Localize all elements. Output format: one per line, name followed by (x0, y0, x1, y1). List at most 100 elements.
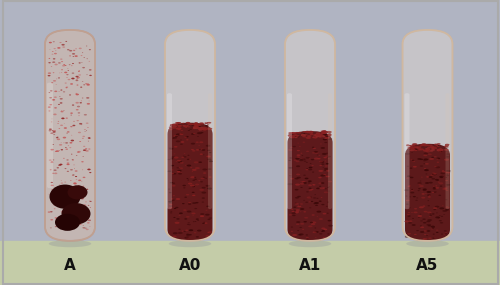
Ellipse shape (59, 150, 60, 151)
Ellipse shape (310, 189, 314, 190)
Ellipse shape (302, 131, 306, 133)
Ellipse shape (51, 121, 52, 122)
Ellipse shape (85, 83, 87, 84)
Ellipse shape (426, 176, 430, 178)
Ellipse shape (186, 216, 190, 218)
FancyBboxPatch shape (47, 83, 53, 188)
Ellipse shape (414, 146, 418, 148)
Ellipse shape (173, 137, 177, 139)
Ellipse shape (288, 133, 292, 135)
Ellipse shape (174, 217, 176, 218)
Ellipse shape (422, 205, 426, 207)
Ellipse shape (294, 159, 298, 161)
Ellipse shape (70, 180, 71, 181)
Ellipse shape (172, 195, 175, 196)
Ellipse shape (326, 206, 328, 207)
Ellipse shape (420, 159, 423, 160)
Ellipse shape (172, 185, 176, 187)
Ellipse shape (432, 148, 434, 150)
Text: A: A (64, 258, 76, 272)
Ellipse shape (56, 139, 60, 140)
Ellipse shape (79, 217, 82, 219)
Ellipse shape (170, 158, 173, 159)
Ellipse shape (417, 147, 419, 148)
Ellipse shape (304, 211, 306, 212)
Ellipse shape (409, 150, 412, 151)
Ellipse shape (66, 87, 68, 88)
Ellipse shape (300, 187, 302, 188)
Ellipse shape (208, 219, 210, 220)
Ellipse shape (83, 146, 86, 147)
Ellipse shape (308, 201, 311, 202)
Ellipse shape (74, 50, 75, 51)
Ellipse shape (176, 161, 177, 162)
Ellipse shape (430, 174, 434, 176)
Ellipse shape (311, 201, 314, 202)
Ellipse shape (54, 172, 58, 174)
Ellipse shape (59, 206, 62, 207)
Ellipse shape (199, 129, 202, 131)
Ellipse shape (428, 146, 432, 148)
Ellipse shape (428, 182, 433, 184)
Ellipse shape (445, 232, 447, 233)
Ellipse shape (316, 211, 322, 213)
Ellipse shape (427, 219, 432, 221)
Ellipse shape (178, 129, 180, 130)
Ellipse shape (436, 145, 439, 146)
Ellipse shape (62, 218, 64, 219)
Ellipse shape (446, 172, 450, 174)
Ellipse shape (324, 132, 328, 134)
Ellipse shape (445, 209, 449, 211)
Ellipse shape (196, 236, 199, 238)
Ellipse shape (324, 142, 328, 143)
Ellipse shape (319, 218, 323, 220)
Ellipse shape (327, 134, 332, 136)
Ellipse shape (428, 237, 432, 239)
Ellipse shape (290, 209, 294, 210)
Ellipse shape (441, 234, 443, 235)
Ellipse shape (422, 191, 423, 192)
Ellipse shape (297, 196, 301, 197)
Ellipse shape (200, 129, 202, 130)
Ellipse shape (200, 132, 203, 133)
Ellipse shape (308, 158, 310, 159)
Ellipse shape (412, 161, 416, 162)
Ellipse shape (194, 125, 198, 127)
Ellipse shape (300, 203, 303, 205)
Ellipse shape (202, 149, 205, 151)
Ellipse shape (195, 167, 200, 169)
Ellipse shape (206, 185, 210, 187)
Ellipse shape (48, 92, 50, 93)
Ellipse shape (314, 138, 317, 139)
Ellipse shape (306, 168, 308, 169)
Ellipse shape (446, 152, 447, 153)
Ellipse shape (50, 133, 53, 134)
Ellipse shape (209, 152, 212, 153)
Ellipse shape (429, 216, 431, 217)
Ellipse shape (66, 86, 68, 87)
Ellipse shape (198, 126, 200, 127)
Ellipse shape (418, 183, 421, 184)
Ellipse shape (200, 129, 202, 130)
Ellipse shape (423, 149, 429, 152)
Ellipse shape (426, 144, 431, 146)
Ellipse shape (292, 211, 294, 212)
Ellipse shape (188, 126, 190, 127)
Ellipse shape (76, 85, 78, 86)
Ellipse shape (88, 61, 90, 62)
Ellipse shape (80, 102, 82, 103)
Ellipse shape (430, 146, 436, 148)
Ellipse shape (420, 225, 422, 227)
Ellipse shape (433, 207, 438, 209)
Ellipse shape (293, 207, 296, 208)
Ellipse shape (296, 160, 300, 162)
Ellipse shape (72, 72, 74, 74)
Ellipse shape (294, 210, 296, 211)
Ellipse shape (82, 227, 85, 229)
Ellipse shape (78, 71, 80, 72)
Ellipse shape (188, 123, 191, 125)
Ellipse shape (52, 189, 54, 190)
Ellipse shape (74, 168, 75, 169)
Ellipse shape (298, 132, 302, 134)
Ellipse shape (288, 183, 292, 185)
